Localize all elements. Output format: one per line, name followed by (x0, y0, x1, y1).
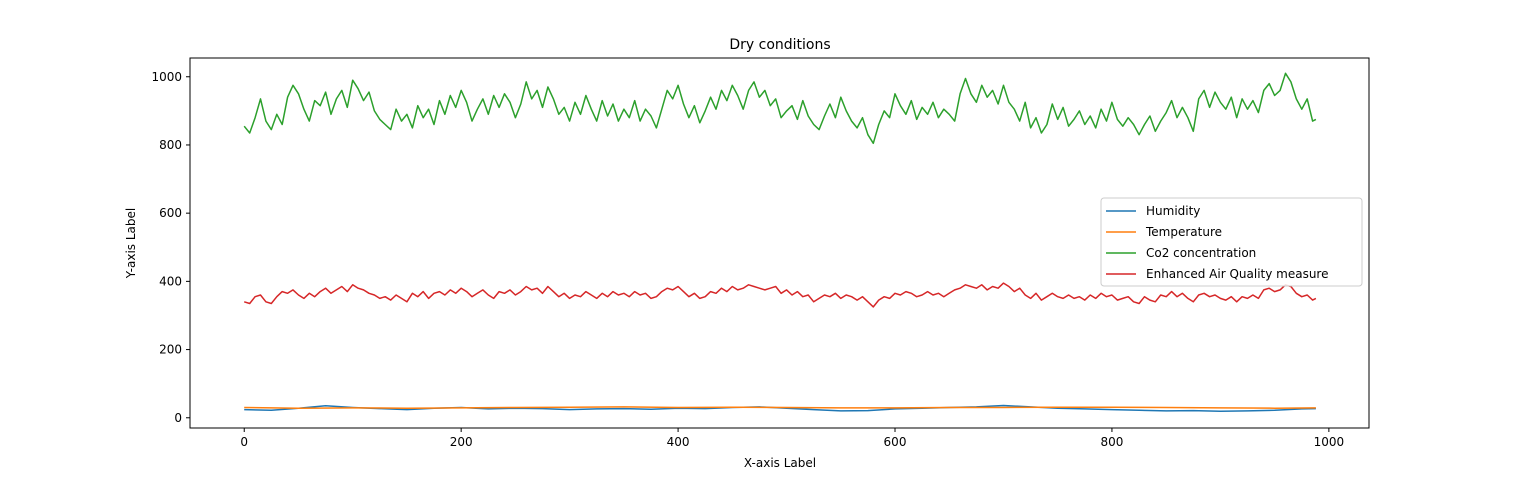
x-tick-label: 400 (667, 435, 690, 449)
legend-label: Temperature (1145, 225, 1222, 239)
chart-title: Dry conditions (729, 37, 830, 53)
legend-label: Humidity (1146, 204, 1200, 218)
legend: Humidity Temperature Co2 concentration Enha… (1100, 197, 1363, 287)
plot-frame (189, 57, 1370, 429)
plot-lines (243, 72, 1317, 413)
x-tick-label: 200 (450, 435, 473, 449)
x-tick-label: 0 (240, 435, 248, 449)
series-line-3 (243, 282, 1317, 308)
y-axis: 0 200 400 600 800 1000 (151, 70, 190, 425)
x-tick-label: 600 (884, 435, 907, 449)
y-tick-label: 1000 (151, 70, 182, 84)
x-tick-label: 1000 (1314, 435, 1345, 449)
series-line-1 (244, 406, 1316, 409)
series-line-2 (243, 72, 1317, 145)
x-axis-title: X-axis Label (744, 456, 816, 470)
x-axis: 0 200 400 600 800 1000 (240, 428, 1344, 449)
y-tick-label: 200 (159, 343, 182, 357)
y-tick-label: 800 (159, 138, 182, 152)
legend-label: Enhanced Air Quality measure (1146, 267, 1328, 281)
legend-box (1100, 197, 1363, 287)
y-tick-label: 0 (174, 411, 182, 425)
y-tick-label: 400 (159, 274, 182, 288)
x-tick-label: 800 (1100, 435, 1123, 449)
y-axis-title: Y-axis Label (124, 208, 138, 279)
y-tick-label: 600 (159, 206, 182, 220)
legend-label: Co2 concentration (1146, 246, 1256, 260)
